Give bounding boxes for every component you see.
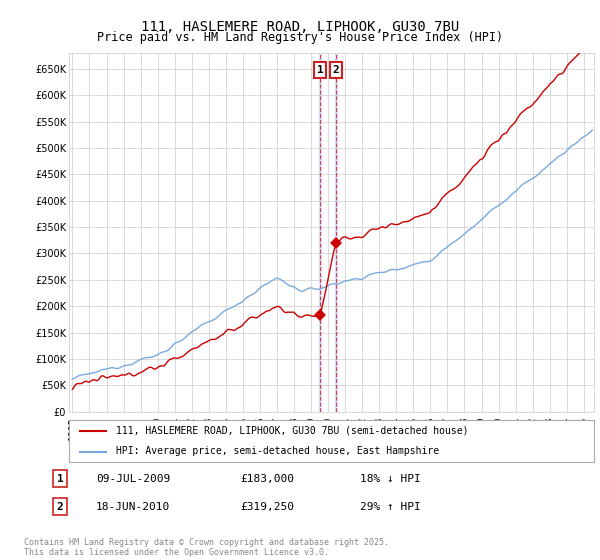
Text: 1: 1 — [56, 474, 64, 484]
Bar — [319, 53, 321, 412]
Text: 18% ↓ HPI: 18% ↓ HPI — [360, 474, 421, 484]
Text: £183,000: £183,000 — [240, 474, 294, 484]
Text: Price paid vs. HM Land Registry's House Price Index (HPI): Price paid vs. HM Land Registry's House … — [97, 31, 503, 44]
Text: 111, HASLEMERE ROAD, LIPHOOK, GU30 7BU (semi-detached house): 111, HASLEMERE ROAD, LIPHOOK, GU30 7BU (… — [116, 426, 469, 436]
Text: 09-JUL-2009: 09-JUL-2009 — [96, 474, 170, 484]
Text: 29% ↑ HPI: 29% ↑ HPI — [360, 502, 421, 512]
Text: 2: 2 — [56, 502, 64, 512]
Bar — [335, 53, 337, 412]
Text: 18-JUN-2010: 18-JUN-2010 — [96, 502, 170, 512]
Text: 1: 1 — [317, 65, 323, 75]
Text: 2: 2 — [332, 65, 340, 75]
Text: Contains HM Land Registry data © Crown copyright and database right 2025.
This d: Contains HM Land Registry data © Crown c… — [24, 538, 389, 557]
Text: £319,250: £319,250 — [240, 502, 294, 512]
Text: 111, HASLEMERE ROAD, LIPHOOK, GU30 7BU: 111, HASLEMERE ROAD, LIPHOOK, GU30 7BU — [141, 20, 459, 34]
Text: HPI: Average price, semi-detached house, East Hampshire: HPI: Average price, semi-detached house,… — [116, 446, 439, 456]
